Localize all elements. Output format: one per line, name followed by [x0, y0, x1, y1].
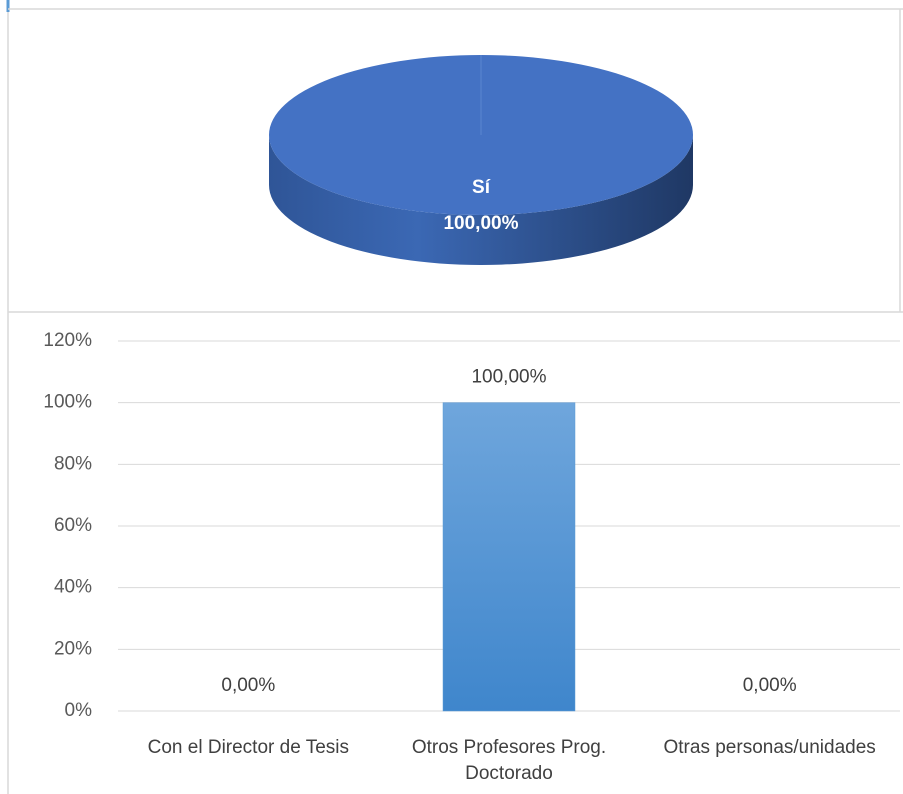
x-tick-label: Con el Director de Tesis [147, 737, 349, 758]
bar [442, 402, 576, 712]
bar-value-label: 0,00% [743, 675, 797, 696]
y-tick-label: 60% [54, 515, 92, 536]
slice-label: Sí [472, 177, 491, 198]
y-tick-label: 40% [54, 577, 92, 598]
y-tick-label: 80% [54, 453, 92, 474]
y-tick-label: 0% [65, 700, 93, 721]
pie-side [269, 135, 693, 265]
y-tick-label: 20% [54, 638, 92, 659]
bar-value-label: 100,00% [471, 367, 546, 388]
slice-value-label: 100,00% [443, 213, 518, 234]
x-tick-label: Otros Profesores Prog. Doctorado [411, 737, 607, 784]
y-tick-label: 120% [43, 330, 92, 351]
x-tick-label: Otras personas/unidades [663, 737, 876, 758]
y-tick-label: 100% [43, 392, 92, 413]
bar-value-label: 0,00% [221, 675, 275, 696]
